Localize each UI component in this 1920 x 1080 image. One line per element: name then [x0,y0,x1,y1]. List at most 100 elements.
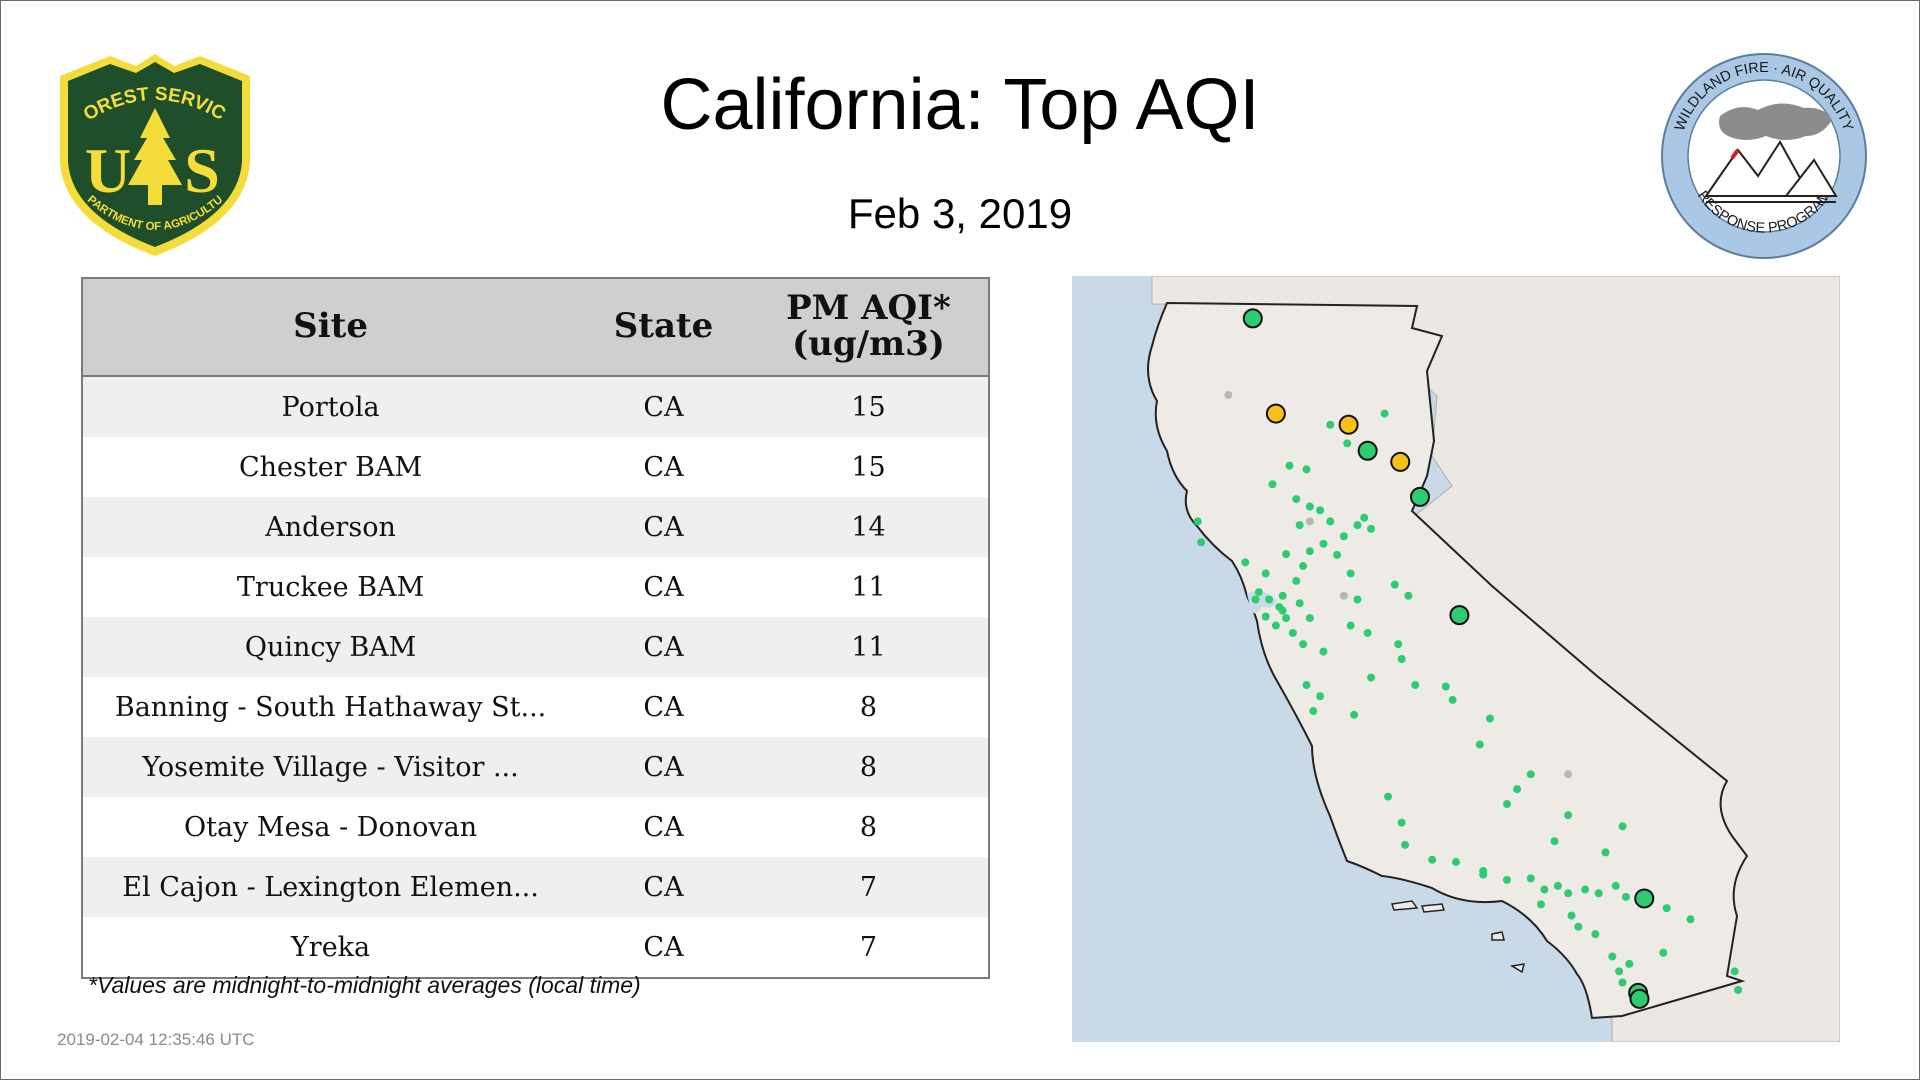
monitor-dot [1305,502,1314,511]
cell-state: CA [578,557,749,617]
monitor-dot [1550,837,1559,846]
wildland-fire-logo: WILDLAND FIRE · AIR QUALITY RESPONSE PRO… [1661,53,1867,259]
monitor-dot [1288,628,1297,637]
cell-site: Banning - South Hathaway St... [82,677,579,737]
monitor-dot [1346,569,1355,578]
monitor-dot [1686,915,1695,924]
monitor-dot [1299,562,1308,571]
top-site-marker[interactable] [1629,988,1650,1009]
monitor-dot [1404,591,1413,600]
monitor-dot [1326,517,1335,526]
top-site-marker[interactable] [1409,486,1430,507]
monitor-markers [1193,308,1743,1009]
cell-site: Otay Mesa - Donovan [82,797,579,857]
table-header-row: Site State PM AQI* (ug/m3) [82,278,989,377]
header-aqi: PM AQI* (ug/m3) [748,278,989,377]
cell-aqi: 8 [748,677,989,737]
monitor-dot [1618,978,1627,987]
monitor-dot-unknown [1339,591,1348,600]
monitor-dot [1197,538,1206,547]
cell-aqi: 7 [748,917,989,978]
monitor-dot [1282,614,1291,623]
top-site-marker[interactable] [1634,888,1655,909]
table-row: Quincy BAM CA 11 [82,617,989,677]
monitor-dot [1401,840,1410,849]
cell-aqi: 11 [748,557,989,617]
cell-aqi: 7 [748,857,989,917]
monitor-dot [1394,640,1403,649]
monitor-dot [1305,547,1314,556]
top-site-marker[interactable] [1390,451,1411,472]
top-site-marker[interactable] [1265,403,1286,424]
monitor-dot-unknown [1564,770,1573,779]
aqi-table: Site State PM AQI* (ug/m3) Portola CA 15 C… [81,277,990,979]
cell-site: Chester BAM [82,437,579,497]
monitor-dot [1295,521,1304,530]
monitor-dot [1390,580,1399,589]
monitor-dot [1251,595,1260,604]
monitor-dot [1319,647,1328,656]
page-title: California: Top AQI [660,65,1260,145]
table-row: Truckee BAM CA 11 [82,557,989,617]
monitor-dot [1594,889,1603,898]
monitor-dot [1730,967,1739,976]
table-row: El Cajon - Lexington Elemen... CA 7 [82,857,989,917]
monitor-dot [1353,595,1362,604]
monitor-dot [1452,858,1460,867]
monitor-dot [1479,870,1488,879]
monitor-dot [1659,948,1668,957]
monitor-dot [1502,800,1511,809]
monitor-dot [1353,521,1362,530]
report-date: Feb 3, 2019 [847,190,1073,237]
monitor-dot [1316,506,1325,515]
monitor-dot [1540,885,1549,894]
header-aqi-line1: PM AQI* [786,288,951,329]
monitor-dot [1261,569,1270,578]
header-aqi-line2: (ug/m3) [792,324,945,364]
monitor-dot [1397,818,1406,827]
cell-state: CA [578,857,749,917]
top-site-marker[interactable] [1357,440,1378,461]
cell-state: CA [578,917,749,978]
monitor-dot [1271,621,1280,630]
monitor-dot [1346,621,1355,630]
monitor-dot [1268,480,1277,489]
top-site-marker[interactable] [1338,414,1359,435]
monitor-dot [1360,513,1369,522]
top-site-marker[interactable] [1242,308,1263,329]
cell-aqi: 11 [748,617,989,677]
monitor-dot [1591,930,1600,939]
top-site-marker[interactable] [1449,605,1470,626]
monitor-dot [1278,591,1287,600]
cell-state: CA [578,797,749,857]
cell-aqi: 14 [748,497,989,557]
cell-state: CA [578,497,749,557]
monitor-dot [1367,524,1376,533]
table-row: Portola CA 15 [82,376,989,437]
monitor-dot [1363,628,1372,637]
cell-state: CA [578,677,749,737]
california-outline [1147,301,1749,1020]
monitor-dot [1397,655,1406,663]
table-row: Otay Mesa - Donovan CA 8 [82,797,989,857]
monitor-dot [1621,892,1630,901]
header-state: State [578,278,749,377]
cell-site: Yosemite Village - Visitor ... [82,737,579,797]
table-row: Yreka CA 7 [82,917,989,978]
monitor-dot [1618,822,1627,831]
monitor-dot [1526,770,1535,779]
cell-site: Truckee BAM [82,557,579,617]
monitor-dot [1615,967,1624,976]
channel-islands [1391,900,1526,974]
header-site: Site [82,278,579,377]
monitor-dot [1305,614,1314,623]
monitor-dot [1339,532,1348,541]
monitor-dot [1295,599,1304,608]
cell-state: CA [578,737,749,797]
forest-service-logo: FOREST SERVICE U S DEPARTMENT OF AGRICUL… [50,50,250,256]
monitor-dot [1611,881,1620,890]
monitor-dot-unknown [1224,390,1233,399]
monitor-dot [1193,517,1202,526]
monitor-dot [1526,874,1535,883]
monitor-dot [1299,640,1308,649]
